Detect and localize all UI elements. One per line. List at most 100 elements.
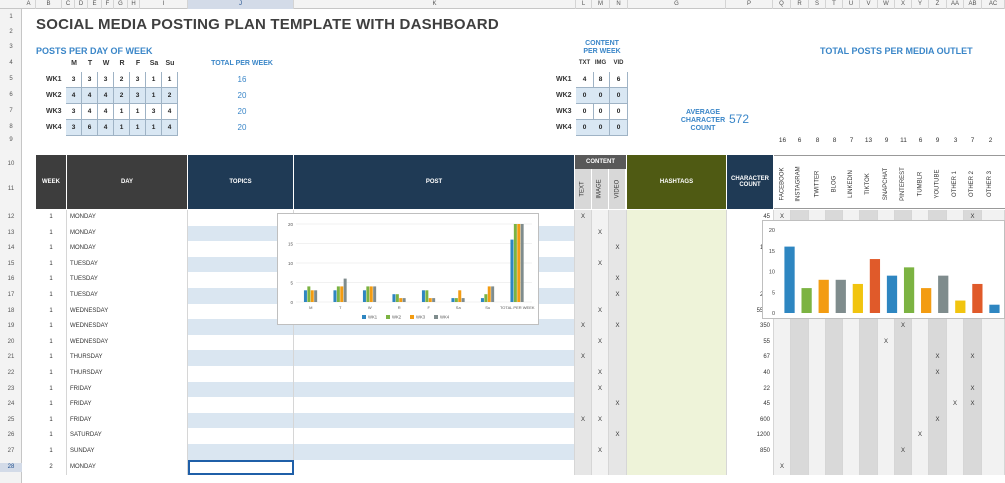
post-cell[interactable] bbox=[294, 350, 575, 366]
media-cell[interactable] bbox=[947, 366, 964, 382]
column-letter-B[interactable]: B bbox=[36, 0, 62, 9]
media-cell[interactable] bbox=[791, 444, 809, 460]
week-cell[interactable]: 1 bbox=[36, 412, 67, 429]
media-cell[interactable]: X bbox=[929, 350, 947, 366]
media-cell[interactable] bbox=[964, 459, 982, 476]
posts-count-cell[interactable]: 6 bbox=[82, 120, 98, 136]
video-cell[interactable] bbox=[609, 412, 627, 429]
day-cell[interactable]: FRIDAY bbox=[67, 381, 188, 398]
column-letter-Y[interactable]: Y bbox=[912, 0, 929, 9]
media-cell[interactable] bbox=[947, 319, 964, 335]
post-cell[interactable] bbox=[294, 412, 575, 429]
media-cell[interactable] bbox=[929, 459, 947, 476]
media-cell[interactable] bbox=[809, 319, 826, 335]
day-cell[interactable]: MONDAY bbox=[67, 210, 188, 226]
hashtags-cell[interactable] bbox=[627, 303, 727, 320]
image-cell[interactable] bbox=[592, 241, 609, 257]
image-cell[interactable] bbox=[592, 319, 609, 335]
day-cell[interactable]: THURSDAY bbox=[67, 350, 188, 366]
text-cell[interactable] bbox=[575, 288, 592, 304]
media-cell[interactable] bbox=[791, 366, 809, 382]
media-cell[interactable] bbox=[982, 412, 1005, 429]
media-cell[interactable] bbox=[791, 397, 809, 413]
row-number-14[interactable]: 14 bbox=[7, 245, 15, 252]
topics-cell[interactable] bbox=[188, 412, 294, 429]
media-cell[interactable] bbox=[912, 397, 929, 413]
post-cell[interactable] bbox=[294, 459, 575, 476]
media-cell[interactable] bbox=[826, 397, 843, 413]
column-letter-AB[interactable]: AB bbox=[964, 0, 982, 9]
posts-count-cell[interactable]: 4 bbox=[82, 104, 98, 120]
media-cell[interactable] bbox=[860, 334, 878, 351]
media-cell[interactable] bbox=[826, 366, 843, 382]
image-cell[interactable] bbox=[592, 428, 609, 444]
video-cell[interactable] bbox=[609, 444, 627, 460]
text-cell[interactable]: X bbox=[575, 210, 592, 226]
media-cell[interactable] bbox=[947, 459, 964, 476]
week-cell[interactable]: 1 bbox=[36, 366, 67, 382]
row-number-26[interactable]: 26 bbox=[7, 432, 15, 439]
row-number-3[interactable]: 3 bbox=[9, 44, 13, 50]
media-cell[interactable] bbox=[947, 381, 964, 398]
post-cell[interactable] bbox=[294, 397, 575, 413]
posts-count-cell[interactable]: 3 bbox=[66, 72, 82, 88]
media-cell[interactable] bbox=[912, 412, 929, 429]
video-cell[interactable]: X bbox=[609, 241, 627, 257]
topics-cell[interactable] bbox=[188, 334, 294, 351]
media-cell[interactable] bbox=[964, 366, 982, 382]
character-count-cell[interactable]: 45 bbox=[727, 397, 774, 413]
media-cell[interactable] bbox=[878, 350, 895, 366]
text-cell[interactable] bbox=[575, 334, 592, 351]
media-cell[interactable]: X bbox=[929, 412, 947, 429]
column-letter-V[interactable]: V bbox=[860, 0, 878, 9]
media-cell[interactable] bbox=[826, 334, 843, 351]
image-cell[interactable] bbox=[592, 210, 609, 226]
image-cell[interactable]: X bbox=[592, 366, 609, 382]
media-cell[interactable] bbox=[809, 350, 826, 366]
media-cell[interactable] bbox=[860, 444, 878, 460]
media-cell[interactable] bbox=[912, 366, 929, 382]
posts-count-cell[interactable]: 1 bbox=[114, 104, 130, 120]
media-cell[interactable] bbox=[929, 381, 947, 398]
media-cell[interactable] bbox=[982, 334, 1005, 351]
row-number-4[interactable]: 4 bbox=[9, 60, 13, 66]
media-cell[interactable] bbox=[878, 397, 895, 413]
column-letter-AC[interactable]: AC bbox=[982, 0, 1005, 9]
posts-count-cell[interactable]: 1 bbox=[146, 72, 162, 88]
media-cell[interactable] bbox=[860, 381, 878, 398]
content-count-cell[interactable]: 0 bbox=[610, 104, 628, 120]
media-cell[interactable] bbox=[809, 412, 826, 429]
hashtags-cell[interactable] bbox=[627, 225, 727, 242]
media-cell[interactable] bbox=[809, 459, 826, 476]
week-cell[interactable]: 1 bbox=[36, 241, 67, 257]
posts-count-cell[interactable]: 1 bbox=[130, 104, 146, 120]
media-cell[interactable] bbox=[860, 459, 878, 476]
character-count-cell[interactable]: 55 bbox=[727, 334, 774, 351]
column-letter-AA[interactable]: AA bbox=[947, 0, 964, 9]
media-cell[interactable] bbox=[774, 381, 791, 398]
media-cell[interactable]: X bbox=[929, 366, 947, 382]
row-number-17[interactable]: 17 bbox=[7, 292, 15, 298]
video-cell[interactable] bbox=[609, 225, 627, 242]
hashtags-cell[interactable] bbox=[627, 288, 727, 304]
column-letter-P[interactable]: P bbox=[726, 0, 773, 9]
content-count-cell[interactable]: 0 bbox=[592, 120, 610, 136]
post-cell[interactable] bbox=[294, 381, 575, 398]
media-cell[interactable] bbox=[947, 428, 964, 444]
media-cell[interactable] bbox=[809, 366, 826, 382]
media-cell[interactable] bbox=[826, 428, 843, 444]
day-cell[interactable]: TUESDAY bbox=[67, 256, 188, 273]
media-cell[interactable] bbox=[843, 459, 860, 476]
media-cell[interactable] bbox=[912, 459, 929, 476]
media-cell[interactable] bbox=[929, 334, 947, 351]
media-cell[interactable] bbox=[964, 334, 982, 351]
week-cell[interactable]: 1 bbox=[36, 397, 67, 413]
media-cell[interactable] bbox=[860, 397, 878, 413]
content-count-cell[interactable]: 8 bbox=[592, 72, 610, 88]
row-number-24[interactable]: 24 bbox=[7, 401, 15, 408]
column-letter-W[interactable]: W bbox=[878, 0, 895, 9]
column-letter-R[interactable]: R bbox=[791, 0, 809, 9]
topics-cell[interactable] bbox=[188, 366, 294, 382]
posts-count-cell[interactable]: 3 bbox=[146, 104, 162, 120]
media-cell[interactable] bbox=[843, 334, 860, 351]
